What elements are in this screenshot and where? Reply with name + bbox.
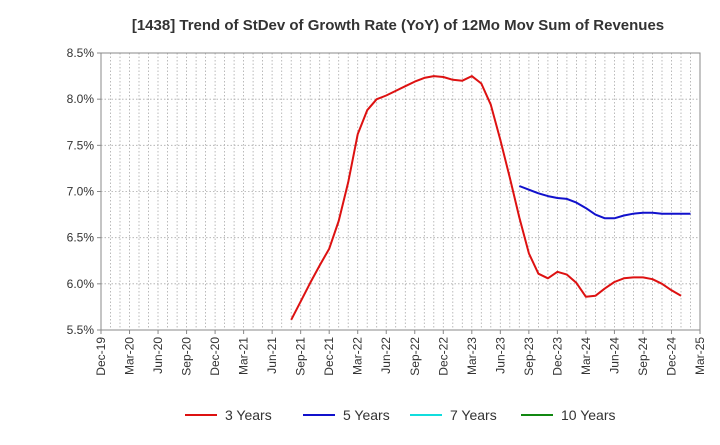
x-tick-label: Mar-24 [579,337,593,375]
y-tick-label: 8.5% [67,46,95,60]
x-tick-label: Dec-24 [664,337,678,376]
x-tick-label: Mar-25 [693,337,707,375]
grid [101,53,700,330]
x-tick-label: Sep-22 [408,337,422,376]
x-tick-label: Mar-20 [123,337,137,375]
x-tick-label: Sep-23 [522,337,536,376]
legend-label: 7 Years [450,407,497,423]
x-tick-label: Dec-22 [436,337,450,376]
legend-item-5-years[interactable]: 5 Years [303,407,390,423]
x-tick-label: Jun-24 [607,337,621,374]
y-tick-label: 8.0% [67,92,95,106]
y-tick-label: 5.5% [67,323,95,337]
legend-label: 5 Years [343,407,390,423]
legend-item-3-years[interactable]: 3 Years [185,407,272,423]
x-tick-label: Mar-22 [351,337,365,375]
legend: 3 Years 5 Years 7 Years 10 Years [185,407,616,423]
x-tick-label: Dec-21 [322,337,336,376]
x-tick-label: Sep-20 [180,337,194,376]
x-tick-label: Jun-23 [493,337,507,374]
legend-item-10-years[interactable]: 10 Years [521,407,616,423]
series-line-5-years [518,185,691,220]
x-tick-label: Mar-21 [237,337,251,375]
series-lines [290,75,691,321]
x-tick-label: Jun-20 [151,337,165,374]
y-tick-label: 7.0% [67,185,95,199]
x-tick-label: Jun-22 [379,337,393,374]
x-tick-label: Jun-21 [265,337,279,374]
plot-frame [100,52,701,331]
x-tick-label: Sep-21 [294,337,308,376]
chart-title: [1438] Trend of StDev of Growth Rate (Yo… [132,17,664,34]
x-tick-label: Dec-23 [550,337,564,376]
legend-label: 10 Years [561,407,616,423]
legend-item-7-years[interactable]: 7 Years [410,407,497,423]
x-tick-label: Dec-20 [208,337,222,376]
y-tick-label: 6.0% [67,277,95,291]
x-tick-label: Mar-23 [465,337,479,375]
legend-label: 3 Years [225,407,272,423]
y-tick-label: 6.5% [67,231,95,245]
axes: 5.5% 6.0% 6.5% 7.0% 7.5% 8.0% 8.5% Dec-19 Mar-20… [67,46,707,376]
series-line-3-years [290,75,682,321]
x-tick-label: Sep-24 [636,337,650,376]
y-tick-label: 7.5% [67,138,95,152]
x-tick-label: Dec-19 [94,337,108,376]
